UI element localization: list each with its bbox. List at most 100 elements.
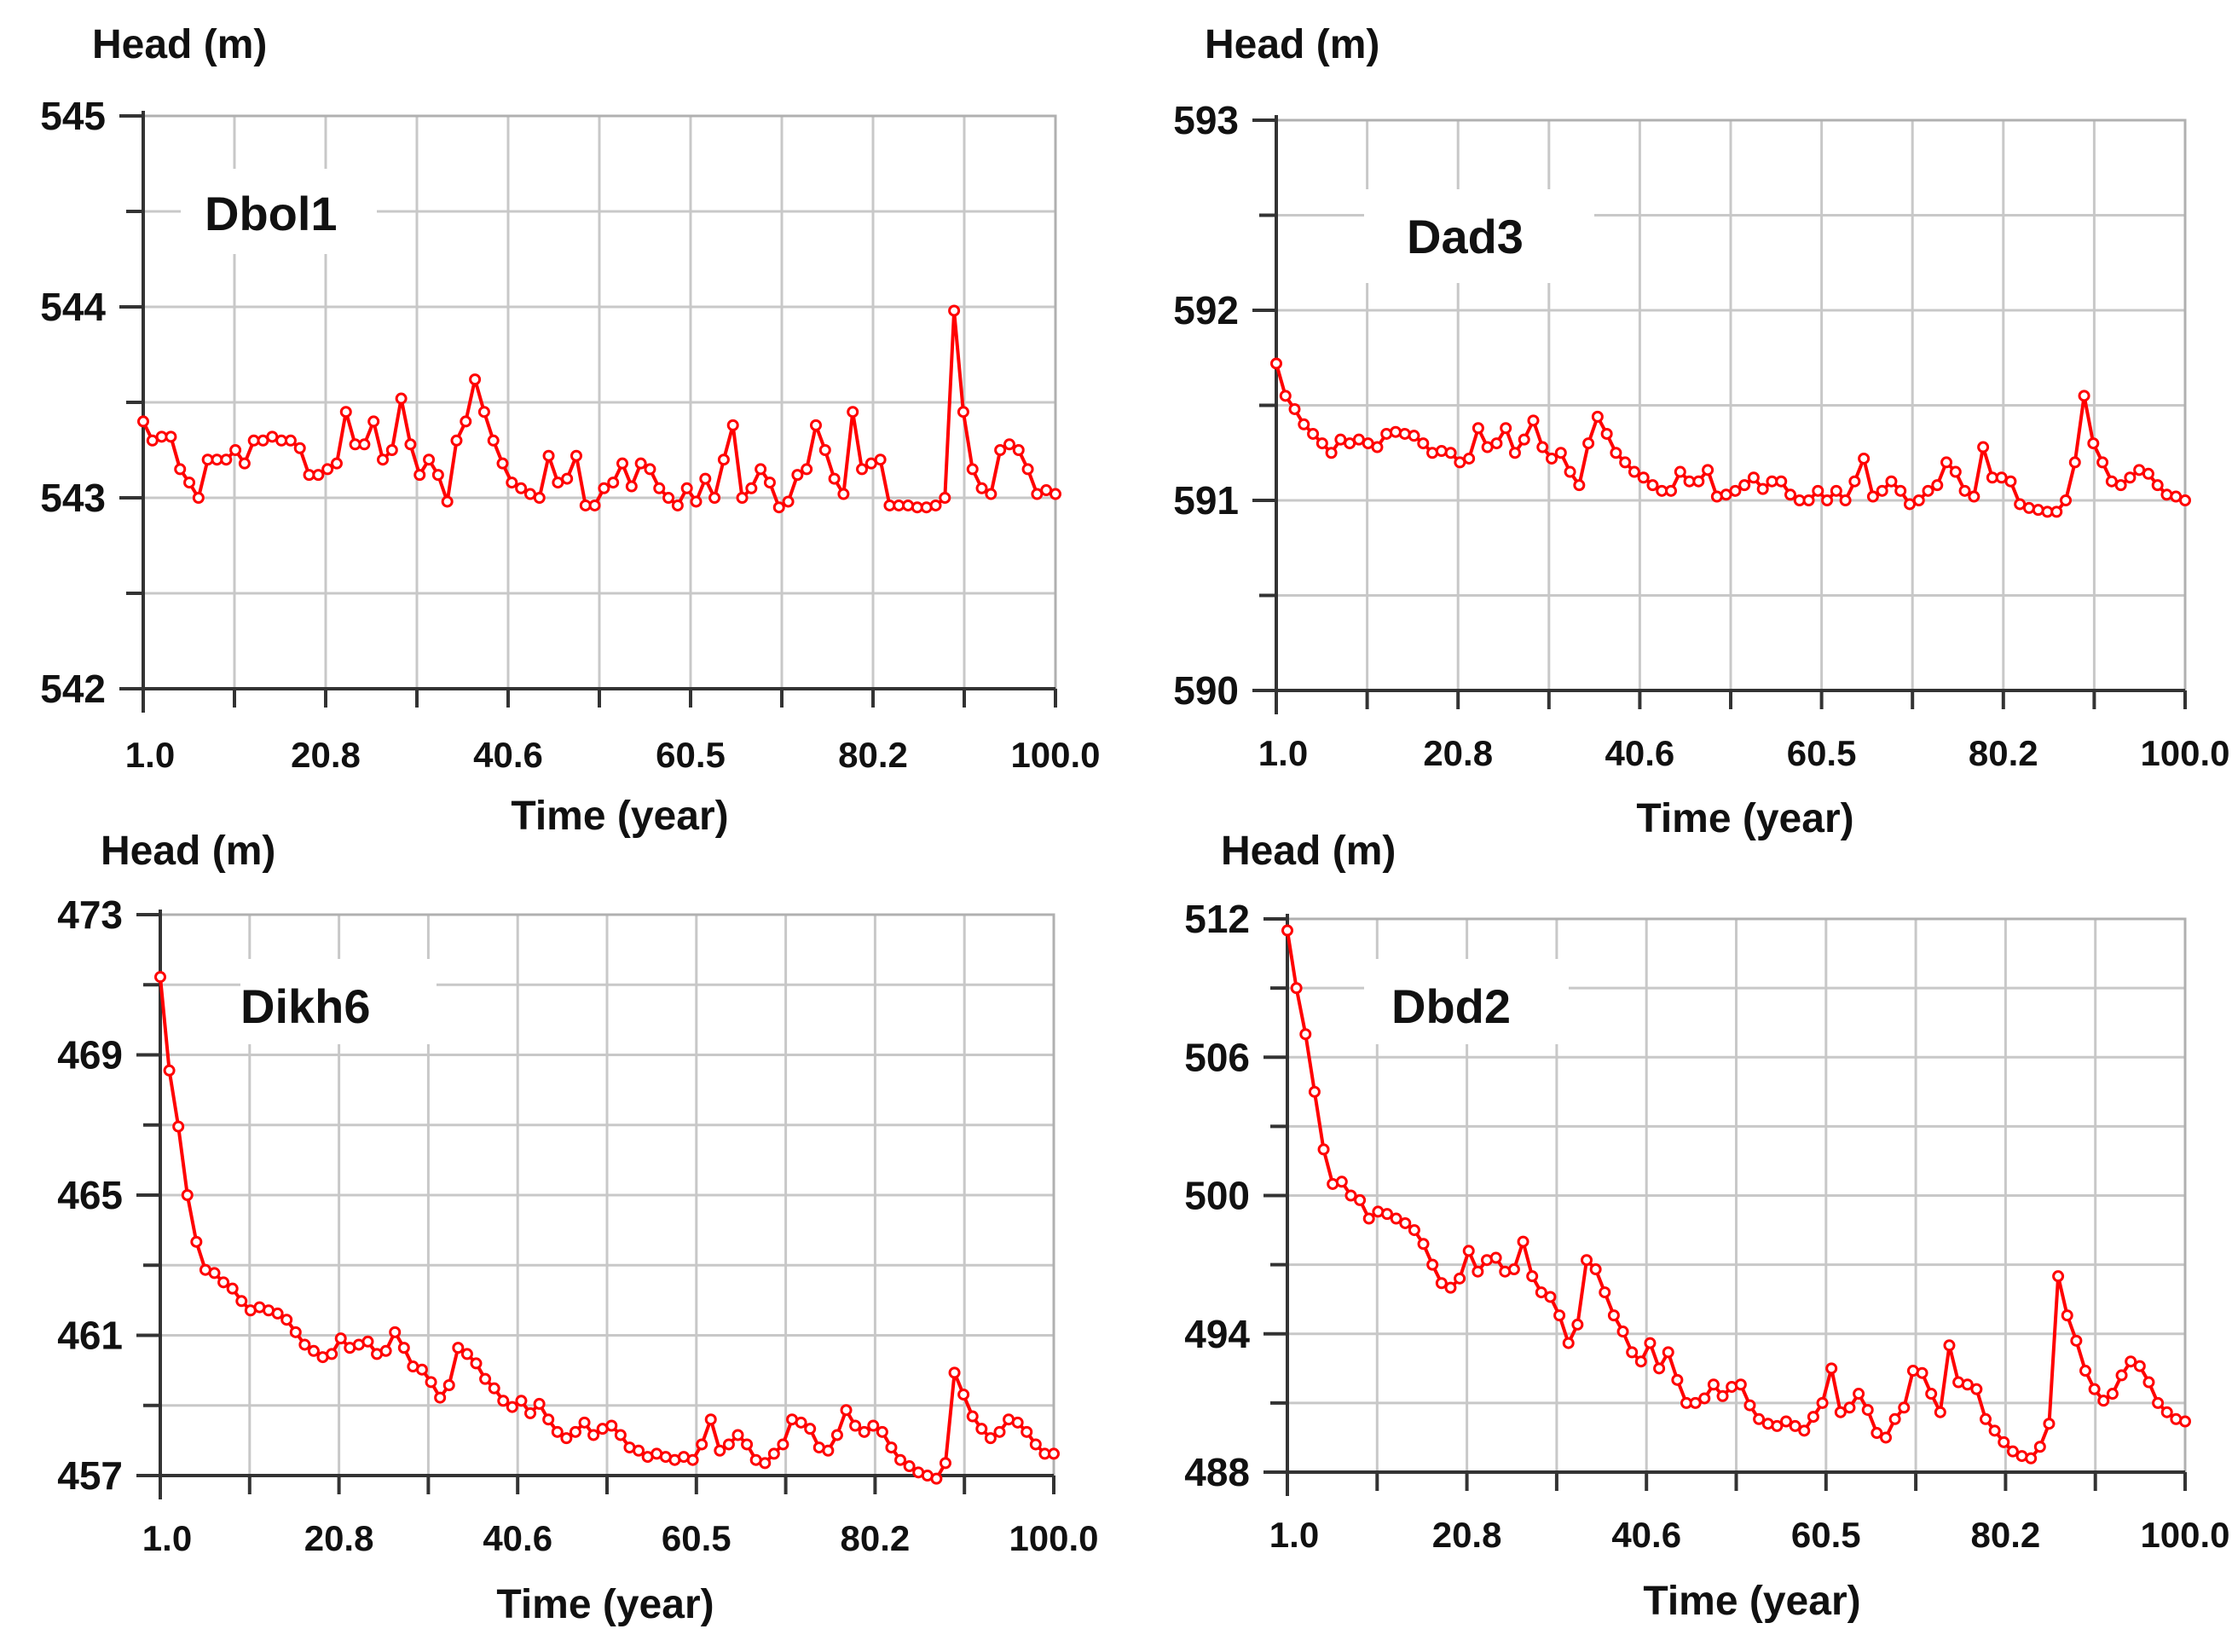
data-point	[551, 1425, 564, 1438]
data-point	[1435, 1277, 1448, 1290]
data-point	[680, 482, 693, 494]
data-point	[1417, 437, 1430, 450]
x-tick-label: 80.2	[1969, 733, 2038, 773]
data-point	[2151, 479, 2164, 492]
data-point	[1463, 452, 1476, 465]
data-point	[2043, 1418, 2056, 1430]
data-point	[741, 1438, 754, 1451]
data-point	[614, 1429, 627, 1441]
data-point	[154, 971, 166, 984]
data-point	[828, 472, 841, 485]
data-point	[849, 1419, 862, 1432]
data-point	[377, 453, 390, 466]
data-point	[367, 415, 380, 428]
data-point	[714, 1444, 726, 1457]
data-point	[1581, 1254, 1593, 1267]
data-point	[885, 1441, 898, 1454]
data-point	[477, 406, 490, 419]
data-point	[1371, 441, 1384, 453]
data-point	[1756, 482, 1769, 495]
data-point	[395, 392, 408, 405]
data-point	[423, 453, 436, 466]
data-point	[217, 1276, 230, 1289]
data-point	[1003, 438, 1015, 451]
data-point	[560, 1432, 573, 1445]
y-tick-label: 590	[1173, 668, 1239, 713]
y-tick-label: 543	[40, 476, 106, 520]
data-point	[804, 1423, 817, 1435]
data-point	[726, 419, 739, 431]
data-point	[2006, 1445, 2019, 1458]
data-point	[220, 453, 233, 466]
panel-dbol1: 545 544 543 542 1.0 20.8 40.6 60.5 80.2 100.0 Head…	[40, 22, 1100, 839]
y-tick-label: 488	[1184, 1450, 1250, 1494]
data-point	[1634, 1355, 1647, 1368]
data-point	[1958, 484, 1971, 497]
data-point	[1325, 447, 1338, 459]
data-point	[1968, 490, 1980, 503]
data-point	[284, 434, 297, 447]
x-tick-label: 60.5	[662, 1518, 731, 1558]
data-point	[929, 499, 942, 511]
data-point	[772, 501, 785, 514]
data-point	[1610, 447, 1622, 459]
data-point	[2179, 1415, 2191, 1428]
data-point	[736, 492, 749, 504]
data-point	[488, 1382, 500, 1395]
data-point	[1527, 414, 1540, 427]
data-point	[686, 1453, 699, 1466]
data-point	[2097, 1395, 2110, 1407]
data-point	[1048, 1447, 1060, 1460]
x-tick-label: 60.5	[1791, 1515, 1861, 1555]
data-point	[1518, 433, 1530, 446]
data-point	[533, 1397, 546, 1410]
data-point	[1775, 475, 1788, 488]
data-point	[1880, 1431, 1892, 1444]
data-point	[634, 457, 647, 470]
data-point	[1653, 1362, 1666, 1375]
data-point	[404, 438, 417, 451]
data-point	[415, 1363, 428, 1376]
data-point	[1308, 1085, 1321, 1098]
y-tick-label: 591	[1173, 478, 1239, 523]
data-point	[1380, 427, 1393, 440]
data-point	[487, 434, 500, 447]
data-point	[874, 453, 887, 466]
data-point	[379, 1344, 392, 1357]
data-point	[334, 1332, 347, 1345]
data-point	[704, 1413, 717, 1426]
data-point	[1544, 1291, 1557, 1303]
x-tick-label: 100.0	[2140, 733, 2229, 773]
data-point	[1665, 484, 1678, 497]
data-point	[1435, 445, 1448, 458]
data-point	[876, 1425, 888, 1438]
data-point	[1500, 422, 1512, 435]
data-point	[1789, 1419, 1801, 1432]
data-point	[1472, 1265, 1484, 1278]
data-point	[2004, 475, 2017, 488]
data-point	[690, 495, 703, 508]
data-point	[818, 444, 831, 456]
data-point	[1753, 1412, 1766, 1425]
data-point	[2096, 456, 2109, 469]
data-point	[782, 495, 795, 508]
data-point	[795, 1416, 807, 1429]
station-label: Dad3	[1407, 210, 1524, 263]
data-point	[1535, 1286, 1547, 1299]
data-point	[163, 1064, 176, 1077]
data-point	[469, 373, 482, 386]
data-point	[2060, 494, 2073, 506]
data-point	[397, 1342, 410, 1355]
data-point	[1490, 437, 1503, 450]
data-point	[894, 1453, 907, 1466]
y-tick-label: 494	[1184, 1312, 1250, 1356]
data-point	[993, 1425, 1006, 1438]
data-point	[569, 1425, 581, 1438]
x-tick-label: 1.0	[1269, 1515, 1319, 1555]
data-point	[1315, 437, 1328, 450]
data-point	[442, 1378, 455, 1391]
data-point	[1600, 427, 1613, 440]
x-tick-label: 80.2	[841, 1518, 911, 1558]
y-tick-label: 593	[1173, 98, 1239, 142]
station-label: Dbol1	[205, 187, 338, 240]
